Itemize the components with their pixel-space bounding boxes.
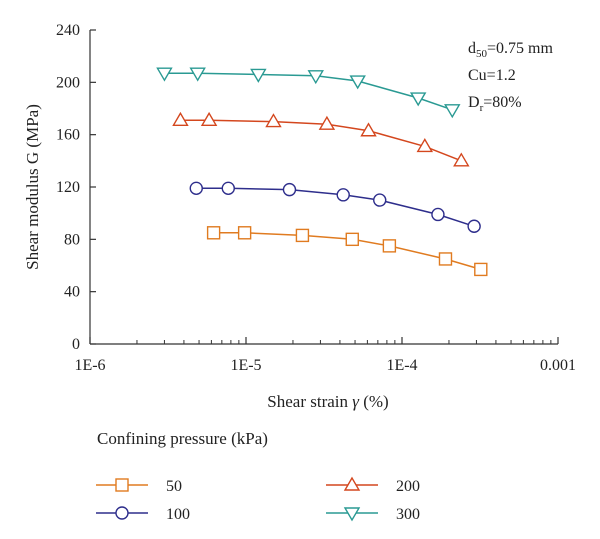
y-tick-label: 240 (56, 22, 80, 39)
data-point (416, 138, 434, 153)
data-point (409, 92, 427, 107)
data-point (206, 226, 221, 240)
data-point (345, 232, 359, 247)
legend: Confining pressure (kPa) 50 100 200 300 (96, 429, 420, 523)
data-point (250, 68, 267, 83)
y-tick-label: 80 (64, 231, 80, 248)
data-point (467, 219, 481, 233)
annotation-line: Dr=80% (468, 94, 522, 114)
x-tick-label: 1E-6 (74, 357, 105, 374)
data-point (474, 262, 488, 277)
y-tick-label: 160 (56, 127, 80, 144)
data-point (373, 193, 387, 207)
data-point (444, 104, 461, 119)
annotation-layer: d50=0.75 mm Cu=1.2 Dr=80% (468, 40, 553, 114)
data-point (318, 115, 336, 130)
data-point (382, 239, 397, 253)
data-point (237, 226, 252, 240)
legend-label: 300 (396, 506, 420, 523)
y-tick-label: 0 (72, 336, 80, 353)
data-point (295, 228, 310, 243)
x-tick-label: 1E-5 (230, 357, 261, 374)
x-tick-label: 0.001 (540, 357, 576, 374)
legend-label: 200 (396, 478, 420, 495)
y-tick-label: 200 (56, 74, 80, 91)
data-point (349, 75, 366, 90)
x-axis-title: Shear strain γ (%) (267, 392, 388, 411)
legend-label: 100 (166, 506, 190, 523)
data-point (189, 67, 206, 82)
data-point (265, 113, 282, 128)
axes: 0 40 80 120 160 200 240 1E-6 1E-5 1E-4 0.001 Shear … (23, 22, 576, 411)
y-axis-title: Shear modulus G (MPa) (23, 104, 42, 270)
data-point (189, 181, 203, 196)
series-200 (172, 111, 470, 167)
series-line (164, 72, 453, 111)
legend-item-50: 50 (96, 478, 182, 495)
data-point (307, 70, 324, 85)
data-point (282, 182, 297, 197)
legend-marker (343, 476, 361, 491)
legend-marker (115, 478, 129, 492)
data-point (172, 111, 189, 126)
series-layer (156, 67, 488, 277)
series-300 (156, 67, 461, 119)
legend-marker (115, 506, 129, 520)
y-tick-label: 120 (56, 179, 80, 196)
data-point (360, 122, 377, 137)
data-point (156, 67, 173, 82)
annotation-line: Cu=1.2 (468, 67, 516, 84)
x-tick-label: 1E-4 (386, 357, 417, 374)
annotation-line: d50=0.75 mm (468, 40, 553, 60)
series-line (196, 187, 475, 228)
legend-title: Confining pressure (kPa) (97, 429, 268, 448)
legend-item-200: 200 (326, 476, 420, 495)
data-point (336, 188, 350, 202)
data-point (453, 152, 470, 167)
legend-label: 50 (166, 478, 182, 495)
data-point (221, 181, 235, 196)
series-100 (189, 181, 481, 233)
data-point (431, 207, 445, 222)
legend-item-100: 100 (96, 506, 190, 523)
data-point (438, 252, 453, 266)
y-tick-label: 40 (64, 284, 80, 301)
data-point (200, 111, 218, 126)
legend-marker (343, 507, 361, 522)
legend-item-300: 300 (326, 506, 420, 523)
series-50 (206, 226, 488, 277)
